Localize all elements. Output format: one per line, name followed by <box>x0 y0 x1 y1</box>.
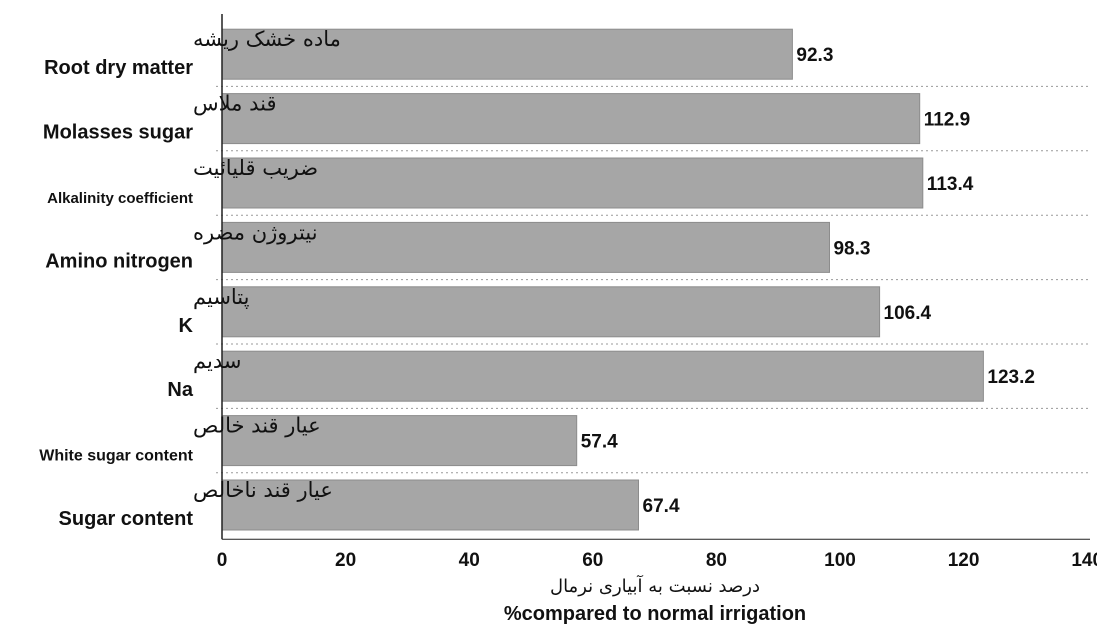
category-label-english: White sugar content <box>39 448 193 465</box>
bar-value-label: 57.4 <box>581 432 618 453</box>
bar-value-label: 98.3 <box>833 238 870 259</box>
category-label-persian: عیار قند ناخالص <box>193 478 333 502</box>
category-label-persian: عیار قند خالص <box>193 414 321 438</box>
category-label-persian: پتاسیم <box>193 285 250 310</box>
bar <box>221 479 639 531</box>
bar <box>221 286 881 338</box>
category-label-english: Sugar content <box>59 508 194 530</box>
grid-layer <box>216 85 1090 474</box>
bar-value-label: 92.3 <box>796 45 833 66</box>
bar-value-label: 67.4 <box>643 496 680 517</box>
category-label-english: Na <box>167 379 193 401</box>
category-label-english: Amino nitrogen <box>45 250 193 272</box>
bar <box>221 221 830 273</box>
x-tick-label: 120 <box>948 550 980 571</box>
bars-layer <box>221 28 984 531</box>
x-tick-label: 0 <box>217 550 228 571</box>
category-label-persian: سدیم <box>193 349 241 374</box>
category-label-english: Root dry matter <box>44 57 193 79</box>
bar-value-label: 113.4 <box>927 174 974 195</box>
bar <box>221 28 793 80</box>
x-tick-label: 60 <box>582 550 603 571</box>
x-tick-label: 100 <box>824 550 856 571</box>
x-tick-label: 80 <box>706 550 727 571</box>
bar <box>221 350 984 402</box>
category-label-persian: قند ملاس <box>193 92 277 116</box>
category-label-english: K <box>179 315 194 337</box>
x-tick-label: 140 <box>1071 550 1097 571</box>
bar <box>221 415 578 467</box>
category-label-persian: ضریب قلیائیت <box>193 156 318 180</box>
bar-value-label: 112.9 <box>924 110 971 131</box>
bar <box>221 157 924 209</box>
x-axis-label-persian: درصد نسبت به آبیاری نرمال <box>550 574 760 597</box>
x-tick-label: 40 <box>459 550 480 571</box>
bar <box>221 93 921 145</box>
x-tick-label: 20 <box>335 550 356 571</box>
axis-layer <box>221 14 1090 540</box>
category-label-english: Alkalinity coefficient <box>47 190 193 207</box>
category-label-persian: ماده خشک ریشه <box>193 27 341 51</box>
x-axis-label-english: %compared to normal irrigation <box>504 603 806 625</box>
category-label-persian: نیتروژن مضره <box>193 220 318 244</box>
category-label-english: Molasses sugar <box>43 122 193 144</box>
bar-value-label: 106.4 <box>884 303 932 324</box>
bar-value-label: 123.2 <box>987 367 1035 388</box>
